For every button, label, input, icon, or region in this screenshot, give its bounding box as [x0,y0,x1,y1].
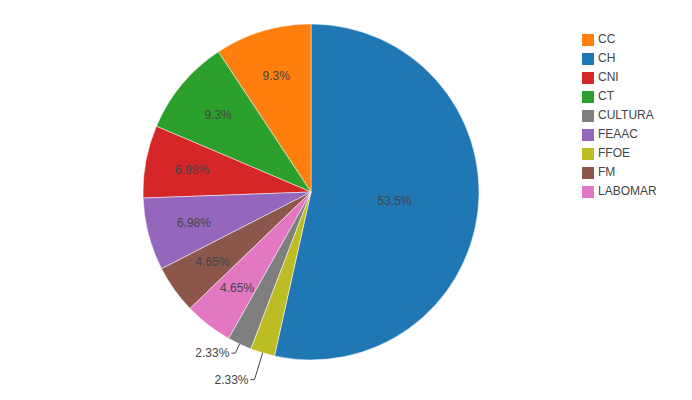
svg-text:9.3%: 9.3% [262,69,290,83]
svg-text:6.98%: 6.98% [175,163,209,177]
html-text:CT: CT [598,89,614,103]
html-text:CULTURA: CULTURA [598,108,654,122]
html-text:CH: CH [598,51,616,65]
svg-text:4.65%: 4.65% [220,281,254,295]
html-text:CC: CC [598,32,616,46]
html-text:FEAAC: FEAAC [598,127,638,141]
svg-text:2.33%: 2.33% [214,373,248,387]
svg-text:2.33%: 2.33% [195,346,229,360]
html-text:FFOE: FFOE [598,146,630,160]
svg-text:4.65%: 4.65% [196,255,230,269]
svg-text:6.98%: 6.98% [177,216,211,230]
html-text:FM: FM [598,165,616,179]
html-text:CNI: CNI [598,70,619,84]
svg-text:9.3%: 9.3% [204,108,232,122]
html-text:LABOMAR: LABOMAR [598,184,657,198]
svg-text:53.5%: 53.5% [377,194,411,208]
